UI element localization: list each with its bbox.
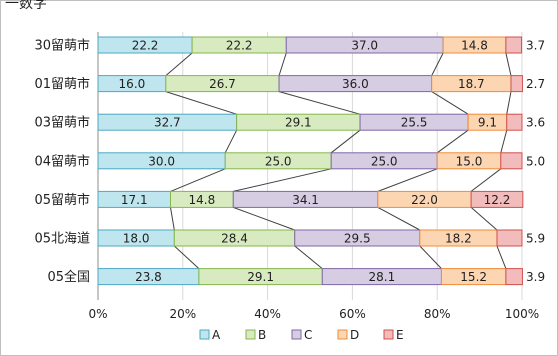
series-line [436, 129, 469, 154]
data-label: 15.2 [460, 270, 487, 284]
category-label: 30留萌市 [34, 38, 90, 54]
series-line [470, 207, 498, 231]
series-line [330, 129, 361, 154]
series-line [165, 52, 193, 76]
bar-segment [505, 268, 523, 286]
series-line [294, 245, 323, 269]
bar-segment [505, 36, 523, 54]
data-label: 34.1 [292, 193, 319, 207]
x-tick-label: 60% [339, 307, 366, 321]
series-line [278, 52, 287, 76]
series-line [233, 168, 332, 192]
bar-segment [496, 229, 523, 247]
legend-swatch [199, 329, 210, 340]
data-label: 28.1 [369, 270, 396, 284]
series-line [506, 91, 512, 115]
series-line [419, 245, 442, 269]
data-label: 22.2 [132, 39, 159, 53]
data-label: 18.2 [445, 232, 472, 246]
legend-label: E [396, 328, 404, 342]
data-label: 3.7 [526, 39, 545, 53]
data-label: 36.0 [342, 77, 369, 91]
data-label: 37.0 [351, 39, 378, 53]
x-tick-label: 80% [424, 307, 451, 321]
data-label: 2.7 [526, 77, 545, 91]
data-label: 14.8 [461, 39, 488, 53]
data-label: 3.9 [526, 270, 545, 284]
legend-label: B [258, 328, 266, 342]
legend-label: D [350, 328, 359, 342]
series-line [431, 91, 469, 115]
series-line [224, 129, 238, 154]
series-line [500, 130, 508, 153]
category-label: 04留萌市 [34, 153, 90, 169]
category-label: 05北海道 [34, 232, 90, 247]
bar-segment [510, 75, 523, 93]
series-line [505, 52, 512, 76]
data-label: 18.0 [123, 232, 150, 246]
data-label: 25.5 [401, 116, 428, 130]
data-label: 16.0 [119, 77, 146, 91]
x-tick-label: 100% [505, 307, 539, 321]
series-line [377, 206, 421, 231]
category-label: 05全国 [47, 269, 90, 285]
data-label: 15.0 [456, 154, 483, 168]
data-label: 29.5 [344, 232, 371, 246]
legend-label: A [212, 328, 221, 342]
x-tick-label: 40% [254, 307, 281, 321]
series-line [278, 91, 361, 115]
top-text: 一数字 [5, 0, 47, 12]
x-tick-label: 0% [88, 307, 107, 321]
data-label: 22.2 [226, 39, 253, 53]
legend-swatch [383, 329, 394, 340]
legend-label: C [304, 328, 312, 342]
x-tick-label: 20% [169, 307, 196, 321]
data-label: 28.4 [221, 232, 248, 246]
category-label: 05留萌市 [34, 192, 90, 208]
series-line [170, 168, 226, 192]
data-label: 9.1 [478, 116, 497, 130]
series-line [470, 168, 502, 192]
legend-swatch [245, 329, 256, 340]
data-label: 18.7 [458, 77, 485, 91]
data-label: 30.0 [148, 154, 175, 168]
data-label: 22.0 [411, 193, 438, 207]
series-line [233, 206, 295, 231]
data-label: 29.1 [247, 270, 274, 284]
data-label: 25.0 [265, 154, 292, 168]
data-label: 12.2 [484, 193, 511, 207]
data-label: 3.6 [526, 116, 545, 130]
data-label: 23.8 [135, 270, 162, 284]
data-label: 5.9 [526, 232, 545, 246]
category-label: 03留萌市 [34, 115, 90, 131]
category-label: 01留萌市 [34, 76, 90, 92]
data-label: 26.7 [209, 77, 236, 91]
series-line [170, 207, 175, 231]
bar-segment [500, 152, 523, 170]
series-line [496, 245, 507, 269]
series-line [431, 52, 444, 76]
bar-segment [470, 190, 524, 208]
series-line [377, 168, 438, 192]
legend-swatch [291, 329, 302, 340]
data-label: 14.8 [189, 193, 216, 207]
data-label: 5.0 [526, 154, 545, 168]
bar-segment [506, 113, 523, 131]
data-label: 17.1 [121, 193, 148, 207]
data-label: 32.7 [154, 116, 181, 130]
data-label: 29.1 [285, 116, 312, 130]
data-label: 25.0 [371, 154, 398, 168]
legend-swatch [337, 329, 348, 340]
series-line [173, 245, 200, 269]
series-line [165, 91, 237, 115]
